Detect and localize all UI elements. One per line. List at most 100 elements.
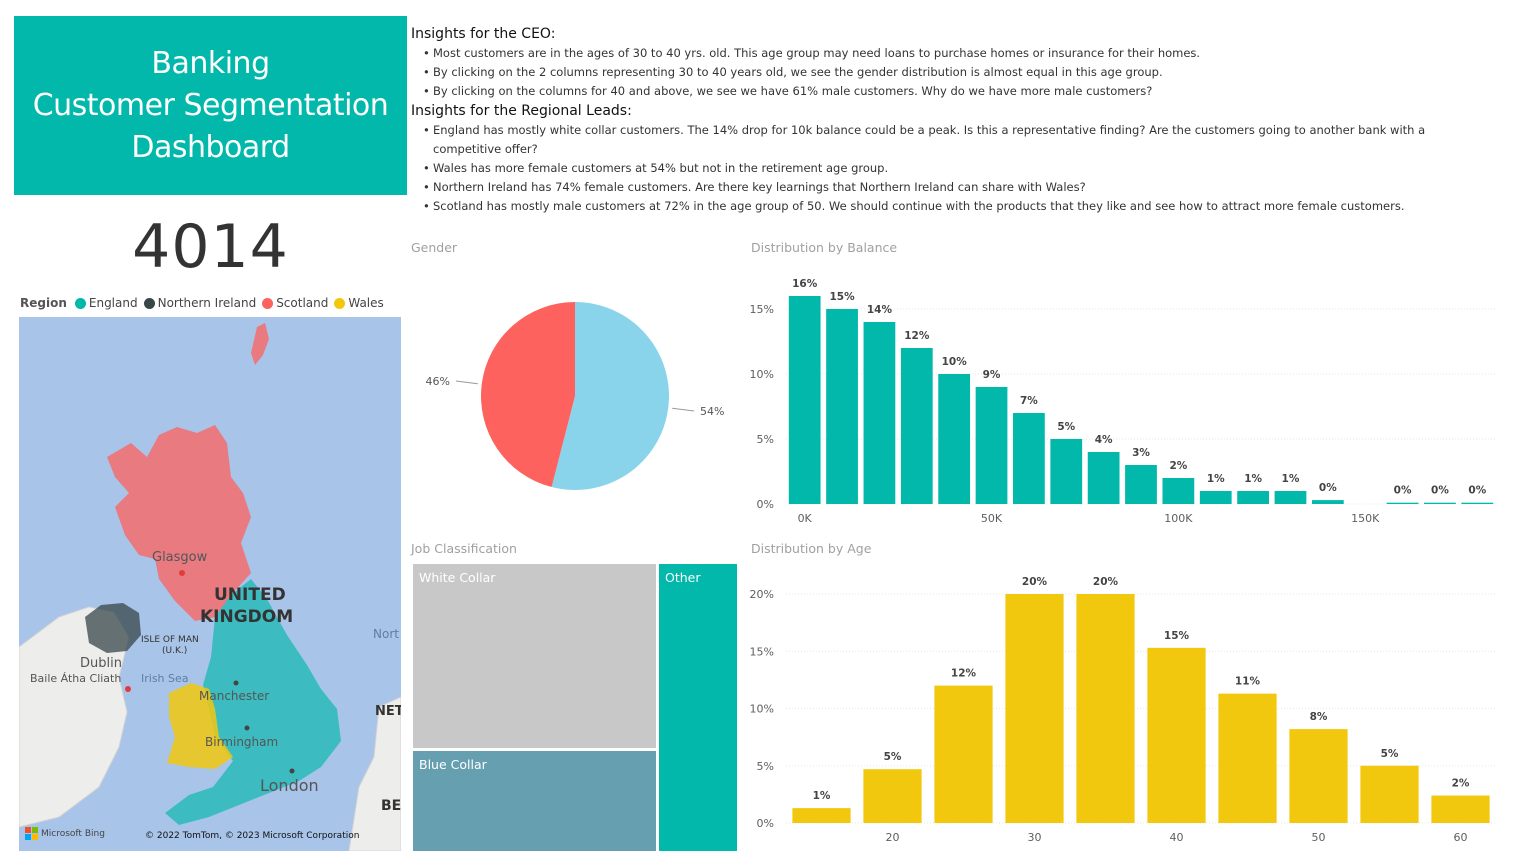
bar-data-label: 11% [1235,676,1261,688]
y-tick-label: 15% [750,303,774,316]
job-treemap[interactable]: White Collar Blue Collar Other [411,562,739,852]
balance-chart-title: Distribution by Balance [751,240,898,255]
bar-data-label: 14% [867,304,893,316]
legend-label-scotland: Scotland [276,296,329,310]
legend-label-wales: Wales [348,296,384,310]
bar-data-label: 1% [1207,473,1225,485]
bar-data-label: 2% [1452,778,1470,790]
bar[interactable] [1386,502,1419,504]
bar[interactable] [938,374,971,504]
y-tick-label: 5% [757,760,774,773]
pie-leader-line [672,407,695,412]
bar[interactable] [1005,594,1064,823]
bar[interactable] [826,309,858,504]
map-label-isle-of-man-1: ISLE OF MAN [141,635,199,645]
wales-region [167,683,233,769]
birmingham-marker [244,725,250,731]
treemap-label-white-collar: White Collar [419,570,496,585]
legend-label-england: England [88,296,138,310]
bar[interactable] [975,387,1008,504]
bar[interactable] [1289,729,1348,823]
age-chart-title: Distribution by Age [751,541,872,556]
title-line-2: Customer Segmentation [32,87,389,123]
bar[interactable] [934,685,993,823]
title-line-3: Dashboard [131,129,290,165]
bar[interactable] [1087,452,1120,504]
pie-leader-line [455,380,478,385]
map-label-baile-atha-cliath: Baile Átha Cliath [30,672,122,685]
bar[interactable] [863,322,896,504]
bar[interactable] [788,296,821,504]
x-tick-label: 60 [1454,831,1468,844]
ireland-land [19,606,130,828]
age-bar-chart[interactable]: 0% 5% 10% 15% 20% 1% 5% 12% 20% 20% 15% 11% 8% 5% 2% 20… [744,562,1504,852]
regional-insight-item: Wales has more female customers at 54% b… [423,159,1501,178]
bar-data-label: 15% [1164,630,1190,642]
legend-item-england[interactable]: England [74,296,138,310]
pie-slice[interactable] [481,302,575,488]
map-label-isle-of-man-2: (U.K.) [162,646,188,656]
x-tick-label: 40 [1170,831,1184,844]
bar[interactable] [1431,795,1490,823]
bar-data-label: 16% [792,278,818,290]
legend-title: Region [20,296,67,310]
ceo-insight-item: Most customers are in the ages of 30 to … [423,44,1501,63]
pie-data-label: 54% [700,405,724,418]
bar[interactable] [1076,594,1135,823]
regional-insights-heading: Insights for the Regional Leads: [411,103,632,119]
bar[interactable] [1311,500,1344,504]
bar[interactable] [1424,502,1456,504]
treemap-cell-white-collar[interactable]: White Collar [413,564,656,748]
legend-dot-england [74,297,86,309]
bar[interactable] [1360,765,1419,823]
customer-count-kpi[interactable]: 4014 [132,212,289,282]
bar[interactable] [792,808,851,823]
bing-logo-text: Microsoft Bing [41,828,105,839]
bar-data-label: 1% [1282,473,1300,485]
balance-bar-chart[interactable]: 0% 5% 10% 15% 16% 15% 14% 12% 10% 9% 7% 5% 4% 3% 2% 1% 1… [744,262,1504,532]
bar[interactable] [1013,413,1045,504]
y-tick-label: 5% [757,433,774,446]
bar[interactable] [1237,491,1269,504]
job-chart-title: Job Classification [411,541,517,556]
bar-data-label: 2% [1169,460,1187,472]
shetland-region [251,323,269,365]
map-label-manchester: Manchester [199,689,270,703]
legend-item-scotland[interactable]: Scotland [262,296,328,310]
bar[interactable] [1162,478,1195,504]
bar[interactable] [1147,647,1206,823]
bar-data-label: 12% [951,668,977,680]
bar-data-label: 9% [983,369,1001,381]
london-marker [289,768,295,774]
bar-data-label: 5% [884,751,902,763]
y-tick-label: 0% [757,817,774,830]
treemap-cell-other[interactable]: Other [659,564,737,851]
bar[interactable] [1218,693,1277,823]
legend-item-northern-ireland[interactable]: Northern Ireland [143,296,257,310]
bar-data-label: 20% [1022,576,1048,588]
treemap-cell-blue-collar[interactable]: Blue Collar [413,751,656,851]
gender-pie-chart[interactable]: 54% 46% [411,262,741,532]
pie-slice[interactable] [551,302,669,490]
bar[interactable] [1050,439,1083,504]
regional-insight-item: Northern Ireland has 74% female customer… [423,178,1501,197]
treemap-label-blue-collar: Blue Collar [419,757,487,772]
bar[interactable] [1461,502,1494,504]
bar[interactable] [1199,491,1232,504]
ceo-insights-heading: Insights for the CEO: [411,26,556,42]
map-label-dublin: Dublin [80,656,122,671]
bar-data-label: 5% [1381,748,1399,760]
map-label-uk-1: UNITED [214,585,286,605]
legend-item-wales[interactable]: Wales [334,296,384,310]
gender-chart-title: Gender [411,240,458,255]
ceo-insights-list: Most customers are in the ages of 30 to … [411,44,1501,101]
region-map[interactable]: Glasgow UNITED KINGDOM ISLE OF MAN (U.K.… [19,317,401,851]
bar-data-label: 10% [942,356,968,368]
bar[interactable] [1125,465,1157,504]
bar[interactable] [1274,491,1307,504]
legend-label-northern-ireland: Northern Ireland [157,296,257,310]
bing-logo-icon [25,827,38,840]
bar[interactable] [900,348,933,504]
x-tick-label: 100K [1164,512,1193,525]
bar[interactable] [863,769,922,823]
